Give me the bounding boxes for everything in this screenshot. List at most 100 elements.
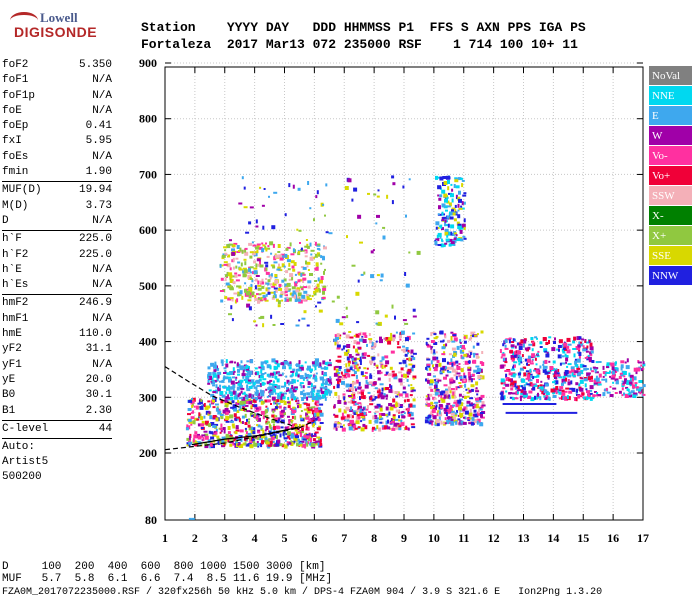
echo-point [207, 372, 212, 377]
echo-point [312, 417, 316, 422]
echo-point [456, 345, 460, 350]
echo-point [260, 425, 263, 430]
param-value: 3.73 [85, 199, 112, 212]
echo-point [562, 375, 566, 379]
echo-point [233, 413, 237, 418]
echo-point [385, 387, 390, 390]
echo-point [355, 333, 360, 338]
echo-point [527, 396, 531, 399]
param-value: N/A [92, 279, 112, 292]
echo-point [457, 203, 460, 208]
echo-point [361, 391, 364, 396]
echo-point [246, 291, 251, 296]
echo-point [249, 206, 254, 209]
echo-point [605, 387, 608, 391]
echo-point [338, 375, 343, 378]
echo-point [255, 415, 259, 420]
echo-point [249, 266, 254, 269]
echo-point [529, 368, 532, 373]
echo-point [458, 207, 463, 210]
echo-point [248, 306, 252, 311]
echo-point [245, 429, 247, 432]
echo-point [311, 410, 314, 415]
echo-point [412, 352, 417, 355]
echo-point [254, 391, 257, 395]
echo-point [278, 254, 283, 259]
echo-point [606, 391, 611, 394]
echo-point [322, 360, 326, 365]
echo-point [275, 415, 278, 418]
echo-point [215, 374, 219, 378]
echo-point [343, 409, 347, 414]
echo-point [249, 444, 254, 449]
echo-point [305, 415, 310, 420]
echo-point [356, 367, 360, 372]
echo-point [558, 339, 563, 344]
echo-point [277, 372, 281, 375]
echo-point [277, 300, 281, 305]
echo-point [539, 341, 543, 345]
echo-point [274, 392, 277, 395]
echo-point [351, 396, 356, 400]
echo-point [280, 396, 283, 401]
echo-point [374, 410, 379, 413]
echo-point [261, 204, 265, 207]
echo-point [539, 346, 543, 348]
echo-point [246, 303, 251, 308]
echo-point [597, 394, 602, 396]
param-value: 225.0 [78, 248, 112, 261]
echo-point [276, 366, 279, 370]
echo-point [447, 408, 452, 412]
echo-point [614, 392, 618, 394]
echo-point [200, 427, 204, 429]
echo-point [440, 243, 444, 248]
echo-point [321, 297, 326, 299]
echo-point [269, 425, 272, 430]
echo-point [212, 399, 215, 403]
echo-point [239, 247, 242, 252]
echo-point [463, 226, 466, 230]
echo-point [321, 370, 324, 375]
echo-point [261, 285, 265, 289]
echo-point [367, 192, 370, 195]
echo-point [525, 370, 530, 373]
echo-point [470, 388, 474, 392]
echo-point [444, 417, 447, 421]
echo-point [457, 177, 462, 181]
echo-point [206, 405, 210, 409]
echo-point [434, 384, 438, 389]
lowell-digisonde-logo: Lowell DIGISONDE [10, 10, 130, 46]
echo-point [227, 397, 232, 400]
echo-point [247, 424, 251, 428]
echo-point [632, 376, 637, 381]
echo-point [322, 203, 325, 206]
echo-point [248, 221, 252, 225]
echo-point [307, 386, 311, 388]
echo-point [389, 383, 391, 388]
echo-point [319, 422, 324, 424]
echo-point [225, 359, 228, 364]
echo-point [457, 214, 461, 219]
echo-point [614, 367, 619, 372]
echo-point [338, 337, 341, 340]
echo-point [569, 387, 574, 390]
echo-point [462, 349, 465, 352]
echo-point [609, 370, 611, 374]
echo-point [257, 417, 261, 422]
echo-point [369, 397, 373, 401]
echo-point [445, 366, 447, 370]
echo-point [335, 341, 339, 345]
echo-point [363, 367, 367, 370]
echo-point [255, 324, 258, 327]
echo-point [474, 334, 478, 337]
echo-point [427, 379, 430, 384]
echo-point [284, 283, 288, 288]
echo-point [620, 360, 625, 364]
echo-point [434, 379, 437, 382]
x-tick-label: 15 [577, 531, 589, 545]
echo-point [303, 402, 308, 405]
echo-point [212, 424, 217, 428]
echo-point [306, 396, 309, 401]
echo-point [198, 400, 203, 404]
echo-point [277, 392, 280, 396]
